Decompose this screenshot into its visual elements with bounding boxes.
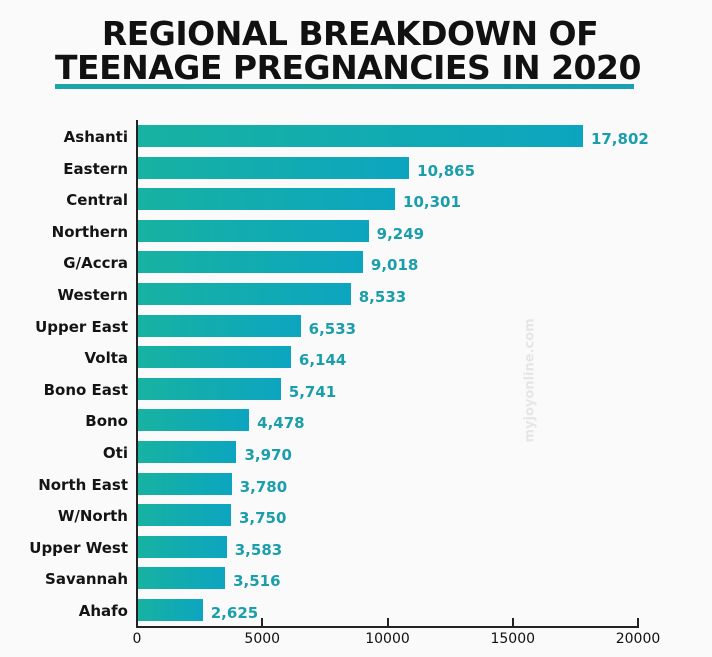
bar: [138, 346, 291, 369]
value-label: 17,802: [590, 130, 649, 148]
bar-row: Volta 6,144: [0, 346, 712, 370]
category-label: G/Accra: [63, 254, 128, 273]
bar: [138, 156, 410, 179]
bar-row: Upper East 6,533: [0, 314, 712, 339]
bar: [138, 535, 227, 558]
category-label: W/North: [57, 507, 128, 526]
category-label: Eastern: [63, 159, 128, 178]
bar: [138, 409, 250, 432]
bar: [138, 283, 351, 305]
bar-row: Bono East 5,741: [0, 377, 712, 402]
bar: [138, 219, 369, 242]
category-label: Bono: [85, 412, 128, 431]
category-label: Ashanti: [63, 128, 128, 146]
x-tick-mark: [511, 618, 514, 627]
bar: [138, 599, 203, 621]
value-label: 2,625: [210, 604, 259, 622]
y-axis-line: [136, 120, 138, 628]
x-tick-label: 20000: [615, 631, 661, 647]
value-label: 10,301: [403, 193, 461, 212]
x-tick-label: 0: [132, 631, 142, 647]
value-label: 3,750: [238, 509, 287, 528]
value-label: 3,780: [239, 477, 288, 496]
title-underline: [55, 84, 634, 89]
bar-row: Oti 3,970: [0, 441, 712, 465]
category-label: Bono East: [43, 380, 128, 399]
bar-row: Central 10,301: [0, 188, 712, 212]
category-label: Savannah: [45, 570, 128, 589]
bar-row: W/North 3,750: [0, 504, 712, 528]
x-tick-mark: [637, 618, 639, 627]
value-label: 3,583: [234, 540, 283, 559]
value-label: 8,533: [358, 288, 407, 306]
x-axis-line: [136, 626, 639, 628]
bar: [138, 472, 232, 495]
bar-row: Western 8,533: [0, 283, 712, 307]
value-label: 9,249: [376, 224, 425, 243]
bar: [138, 504, 231, 527]
value-label: 6,533: [308, 319, 357, 338]
value-label: 3,970: [244, 446, 292, 464]
chart-title-line-2: TEENAGE PREGNANCIES IN 2020: [55, 48, 641, 87]
x-tick-mark: [261, 618, 264, 627]
bar-row: Ashanti 17,802: [0, 125, 712, 149]
bar-row: Northern 9,249: [0, 219, 712, 244]
value-label: 4,478: [257, 414, 305, 433]
value-label: 5,741: [288, 382, 337, 401]
x-tick-mark: [386, 618, 389, 627]
bar-row: Savannah 3,516: [0, 567, 712, 591]
bar: [138, 188, 396, 211]
bar-row: G/Accra 9,018: [0, 251, 712, 275]
x-tick-label: 10000: [365, 631, 410, 647]
category-label: Oti: [102, 444, 128, 462]
bar: [138, 314, 301, 337]
value-label: 6,144: [298, 351, 347, 370]
chart-title-line-1: REGIONAL BREAKDOWN OF: [101, 14, 599, 53]
category-label: Ahafo: [78, 602, 128, 620]
category-label: Central: [66, 191, 128, 210]
category-label: Upper East: [35, 317, 128, 336]
category-label: Northern: [51, 222, 128, 241]
category-label: Upper West: [29, 538, 128, 557]
bar-row: Upper West 3,583: [0, 535, 712, 560]
x-tick-label: 15000: [490, 631, 536, 647]
value-label: 10,865: [417, 161, 476, 180]
value-label: 9,018: [370, 256, 419, 275]
bar: [138, 251, 363, 274]
bar-row: Ahafo 2,625: [0, 599, 712, 623]
category-label: Western: [57, 286, 128, 304]
value-label: 3,516: [233, 572, 281, 591]
category-label: North East: [38, 475, 128, 494]
x-tick-label: 5000: [244, 631, 281, 647]
bar-row: North East 3,780: [0, 472, 712, 497]
category-label: Volta: [84, 349, 128, 368]
bar: [138, 125, 583, 147]
bar: [138, 567, 226, 590]
bar-row: Eastern 10,865: [0, 156, 712, 181]
bar-row: Bono 4,478: [0, 409, 712, 433]
bar: [138, 441, 237, 463]
bar: [138, 377, 281, 400]
